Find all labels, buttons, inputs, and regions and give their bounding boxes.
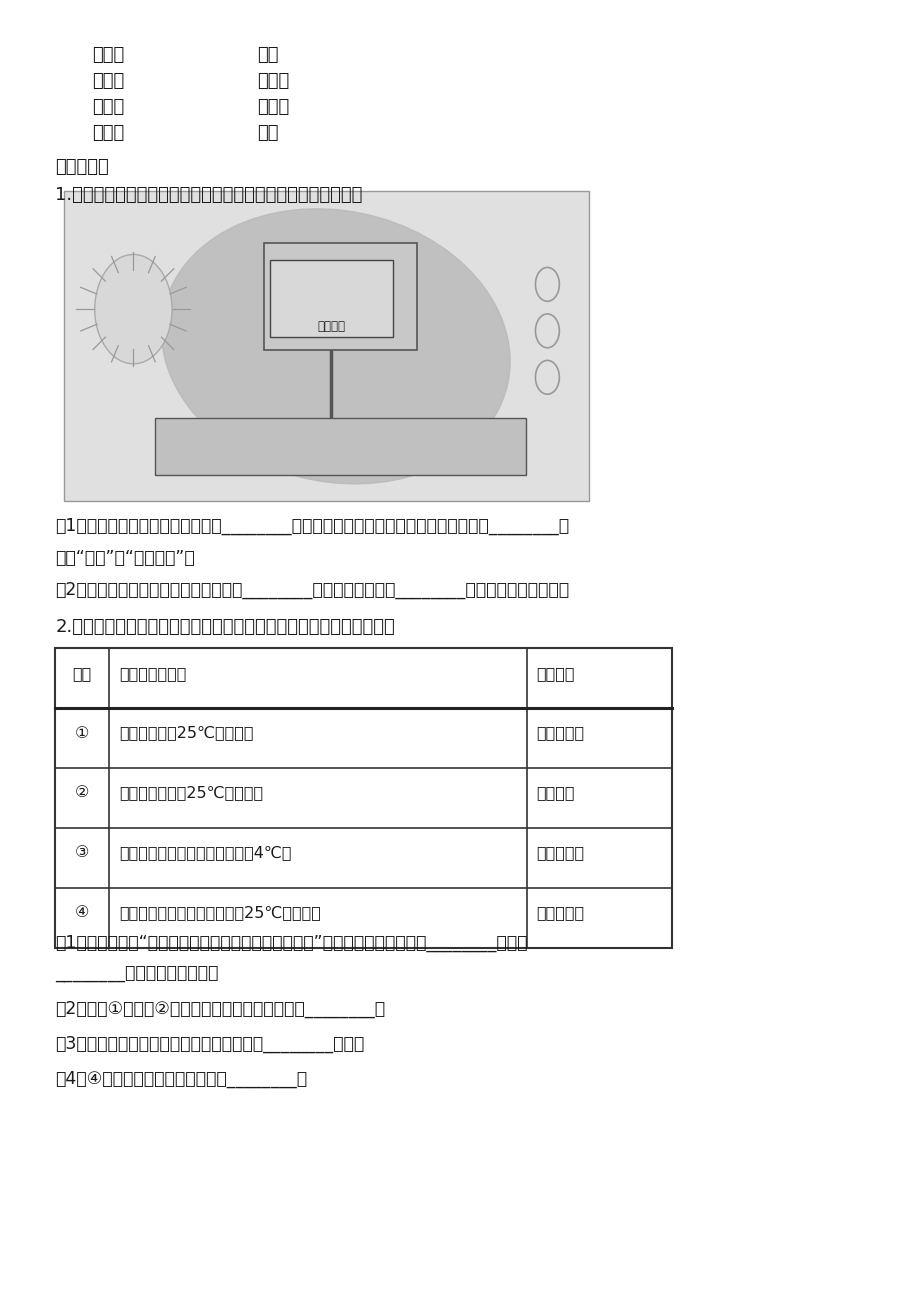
Text: 种子所处的环境: 种子所处的环境 [119, 665, 187, 681]
Text: （1）植物光合作用的原料是水分和________，在叶绿体内由阳光提供能量，产生养料和________。: （1）植物光合作用的原料是水分和________，在叶绿体内由阳光提供能量，产生… [55, 517, 569, 535]
FancyBboxPatch shape [269, 259, 392, 336]
Text: 放适量水，置于冰笱的冷藏室（4℃）: 放适量水，置于冰笱的冷藏室（4℃） [119, 845, 292, 861]
Text: 牽牛花: 牽牛花 [257, 98, 289, 116]
Text: 种子萝发: 种子萝发 [536, 785, 574, 801]
Text: （1）如果要研究“绿豆种子发芽是否需要适宜的温度？”这个问题，小红应选择________号瓶和: （1）如果要研究“绿豆种子发芽是否需要适宜的温度？”这个问题，小红应选择____… [55, 934, 528, 952]
Text: 葡萄: 葡萄 [257, 124, 278, 142]
Text: 缠绕茎: 缠绕茎 [92, 72, 124, 90]
Text: 直立茎: 直立茎 [92, 46, 124, 64]
Text: 2.小红作探究绿豆种子萝发条件的实验，记录如下。请回答下列问题。: 2.小红作探究绿豆种子萝发条件的实验，记录如下。请回答下列问题。 [55, 618, 394, 637]
Bar [55, 648, 671, 948]
Text: ①: ① [74, 725, 89, 741]
Text: 光合作用: 光合作用 [317, 320, 345, 333]
Text: 瓶号: 瓶号 [73, 665, 91, 681]
Text: 攀缘茎: 攀缘茎 [92, 98, 124, 116]
Text: （2）植物光合作用的水分主要由植物的________（器官）吸收，由________（器官）运输到叶片。: （2）植物光合作用的水分主要由植物的________（器官）吸收，由______… [55, 581, 569, 599]
Ellipse shape [162, 208, 509, 484]
Text: 1.叶片是植物制造养料的车间，如图是植物光合作用的示意图。: 1.叶片是植物制造养料的车间，如图是植物光合作用的示意图。 [55, 186, 362, 204]
Text: ④: ④ [74, 905, 89, 921]
Text: （3）小红在探究过程中所采用的实验方法叫________实验。: （3）小红在探究过程中所采用的实验方法叫________实验。 [55, 1035, 364, 1053]
Text: 红薇: 红薇 [257, 46, 278, 64]
Text: 实验结果: 实验结果 [536, 665, 574, 681]
Text: 放适量水，置于25℃的橱柜中: 放适量水，置于25℃的橱柜中 [119, 785, 264, 801]
Text: （填“氧气”或“二氧化碳”）: （填“氧气”或“二氧化碳”） [55, 549, 195, 568]
Text: 不放水，置于25℃的橱柜中: 不放水，置于25℃的橱柜中 [119, 725, 254, 741]
Text: 凤仙花: 凤仙花 [257, 72, 289, 90]
FancyBboxPatch shape [154, 418, 526, 475]
Text: 匍匍茎: 匍匍茎 [92, 124, 124, 142]
Circle shape [95, 254, 172, 363]
Text: 种子不萝发: 种子不萝发 [536, 845, 584, 861]
Text: 种子不萝发: 种子不萝发 [536, 725, 584, 741]
Text: 将种子全部浸泡在水中，置于25℃的橱柜中: 将种子全部浸泡在水中，置于25℃的橱柜中 [119, 905, 321, 921]
FancyBboxPatch shape [264, 243, 416, 350]
Text: ________号瓶进行实验研究。: ________号瓶进行实验研究。 [55, 965, 219, 983]
Text: 种子不萝发: 种子不萝发 [536, 905, 584, 921]
Text: ②: ② [74, 785, 89, 801]
Text: （2）选择①号瓶和②号瓶进行研究，研究的问题是________。: （2）选择①号瓶和②号瓶进行研究，研究的问题是________。 [55, 1000, 385, 1018]
Text: 五、综合题: 五、综合题 [55, 158, 108, 176]
Text: ③: ③ [74, 845, 89, 861]
Bar [64, 191, 588, 501]
Text: （4）④号瓶中种子未萝发的原因是________。: （4）④号瓶中种子未萝发的原因是________。 [55, 1070, 307, 1088]
